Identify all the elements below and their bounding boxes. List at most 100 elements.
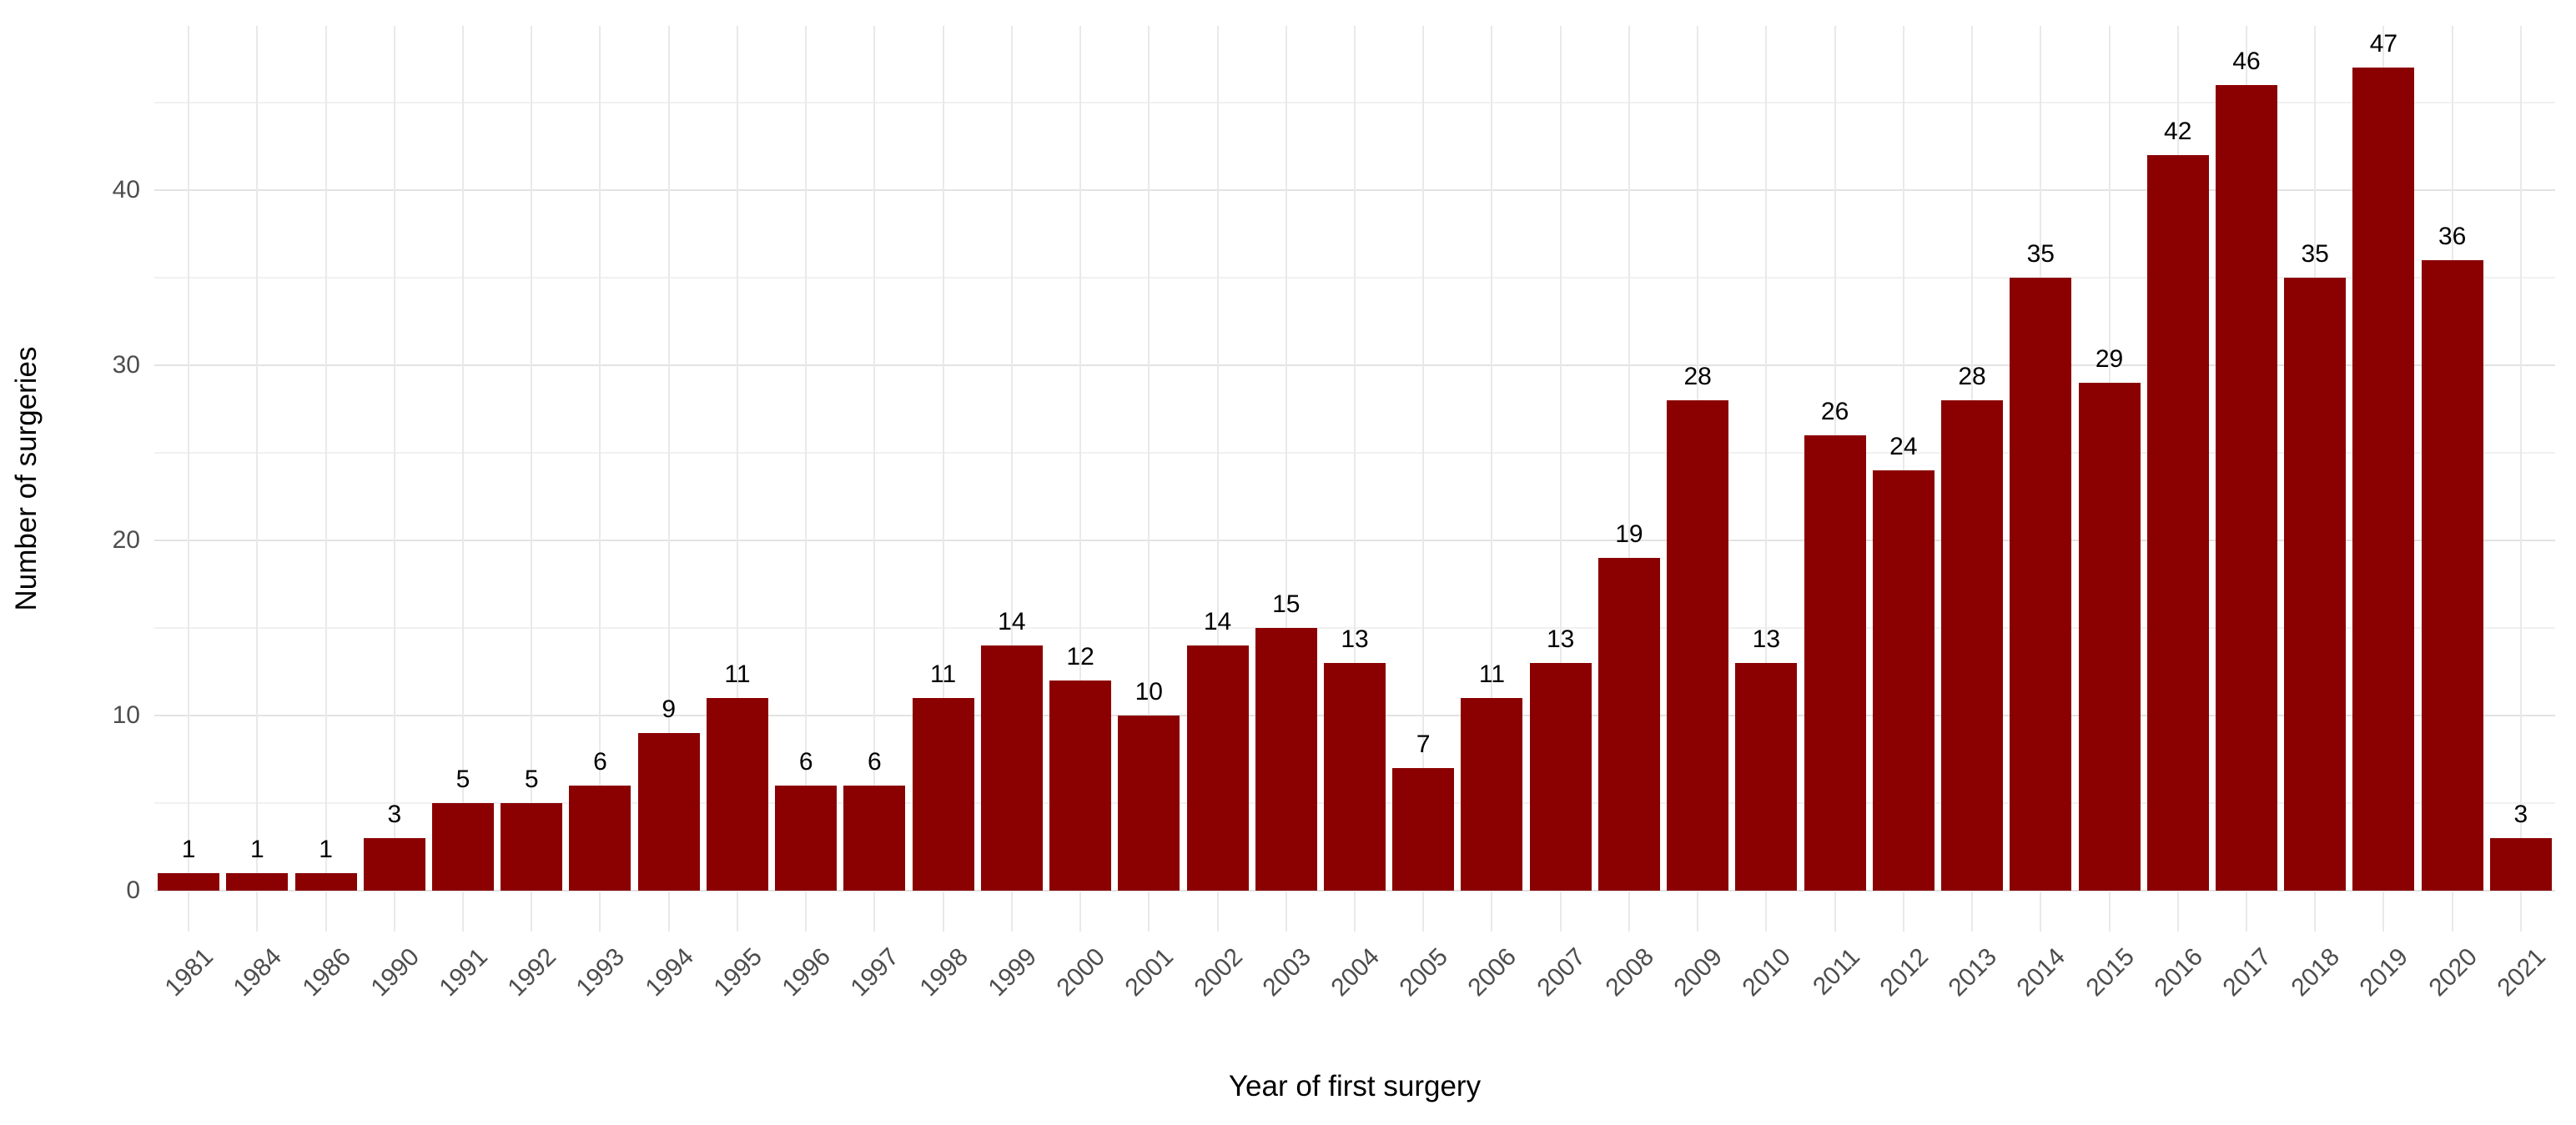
- bar: [1118, 716, 1180, 891]
- bar: [501, 803, 563, 891]
- bar-value-label: 1: [181, 836, 196, 863]
- gridline-vertical: [942, 26, 944, 932]
- y-tick-label: 10: [112, 701, 140, 729]
- gridline-vertical: [325, 26, 327, 932]
- bar: [1186, 645, 1249, 891]
- bar-value-label: 46: [2232, 48, 2261, 75]
- bar: [1941, 400, 2004, 891]
- bar: [775, 786, 838, 891]
- bar-value-label: 28: [1683, 363, 1712, 390]
- bar-value-label: 15: [1272, 590, 1301, 618]
- bar: [226, 873, 289, 891]
- gridline-vertical: [1216, 26, 1219, 932]
- gridline-vertical: [1559, 26, 1562, 932]
- bar: [2421, 260, 2483, 891]
- bar-value-label: 19: [1615, 520, 1643, 548]
- bar-value-label: 42: [2164, 118, 2192, 145]
- bar-value-label: 36: [2438, 223, 2467, 250]
- bar: [2352, 68, 2415, 891]
- bar-value-label: 1: [249, 836, 264, 863]
- bar: [706, 698, 768, 891]
- bar-value-label: 7: [1416, 731, 1431, 758]
- gridline-vertical: [1079, 26, 1082, 932]
- bar: [1529, 663, 1592, 891]
- gridline-vertical: [1010, 26, 1013, 932]
- y-tick-label: 40: [112, 176, 140, 203]
- bar-value-label: 35: [2301, 240, 2329, 268]
- bar: [2215, 85, 2277, 891]
- gridline-vertical: [599, 26, 601, 932]
- bar-value-label: 9: [662, 696, 677, 723]
- gridline-vertical: [805, 26, 808, 932]
- bar-value-label: 3: [2513, 801, 2528, 828]
- bar: [294, 873, 357, 891]
- gridline-vertical: [1765, 26, 1768, 932]
- gridline-vertical: [1354, 26, 1356, 932]
- bar: [1872, 470, 1935, 891]
- bar: [1735, 663, 1798, 891]
- gridline-vertical: [1491, 26, 1493, 932]
- gridline-vertical: [531, 26, 533, 932]
- x-axis-title: Year of first surgery: [1228, 1070, 1482, 1102]
- bar: [1667, 400, 1729, 891]
- gridline-vertical: [1148, 26, 1150, 932]
- y-tick-label: 30: [112, 351, 140, 379]
- bar-value-label: 29: [2095, 345, 2124, 373]
- bar-value-label: 14: [1203, 608, 1232, 635]
- bar: [637, 733, 700, 891]
- bar: [2284, 278, 2347, 891]
- bar: [2489, 838, 2552, 891]
- bar-value-label: 11: [930, 660, 957, 688]
- bar: [1392, 768, 1455, 891]
- bar: [1804, 435, 1866, 891]
- y-tick-label: 20: [112, 526, 140, 554]
- bar-value-label: 11: [1478, 660, 1506, 688]
- bar-value-label: 6: [868, 748, 882, 776]
- bar-value-label: 35: [2026, 240, 2055, 268]
- gridline-vertical: [1628, 26, 1630, 932]
- bar-value-label: 6: [798, 748, 813, 776]
- bar: [432, 803, 495, 891]
- gridline-vertical: [873, 26, 876, 932]
- gridline-vertical: [736, 26, 738, 932]
- bar-value-label: 12: [1066, 643, 1094, 670]
- plot-panel: 1 1 1 3 5 5 6 9 11 6 6 11 14 12 10 14 15 13 7 11 13 19 28 13 26 2…: [154, 26, 2555, 932]
- gridline-vertical: [462, 26, 465, 932]
- bar-value-label: 28: [1958, 363, 1986, 390]
- bar-value-label: 26: [1820, 398, 1849, 425]
- bar-value-label: 6: [593, 748, 607, 776]
- bar: [843, 786, 906, 891]
- gridline-vertical: [2519, 26, 2522, 932]
- bar: [912, 698, 974, 891]
- gridline-vertical: [1285, 26, 1287, 932]
- bar-value-label: 10: [1135, 678, 1163, 706]
- gridline-vertical: [667, 26, 670, 932]
- bar: [363, 838, 425, 891]
- bar: [569, 786, 631, 891]
- bar: [1597, 558, 1660, 891]
- bar: [158, 873, 220, 891]
- bar: [1049, 681, 1112, 891]
- bar: [2146, 155, 2209, 891]
- bar: [2010, 278, 2072, 891]
- bar: [980, 645, 1043, 891]
- bar: [1461, 698, 1523, 891]
- bar: [2078, 383, 2141, 891]
- bar-value-label: 47: [2369, 30, 2398, 58]
- gridline-vertical: [393, 26, 395, 932]
- gridline-vertical: [188, 26, 190, 932]
- bar-value-label: 13: [1752, 625, 1781, 653]
- bar-value-label: 11: [724, 660, 751, 688]
- y-axis-title: Number of surgeries: [10, 346, 43, 611]
- bar-value-label: 13: [1341, 625, 1369, 653]
- gridline-vertical: [256, 26, 259, 932]
- bar-value-label: 3: [387, 801, 402, 828]
- bar-value-label: 14: [998, 608, 1026, 635]
- gridline-vertical: [1422, 26, 1425, 932]
- bar: [1323, 663, 1386, 891]
- bar-value-label: 24: [1889, 433, 1918, 460]
- bar-value-label: 13: [1546, 625, 1575, 653]
- bar: [1255, 628, 1317, 891]
- bar-value-label: 5: [524, 766, 539, 793]
